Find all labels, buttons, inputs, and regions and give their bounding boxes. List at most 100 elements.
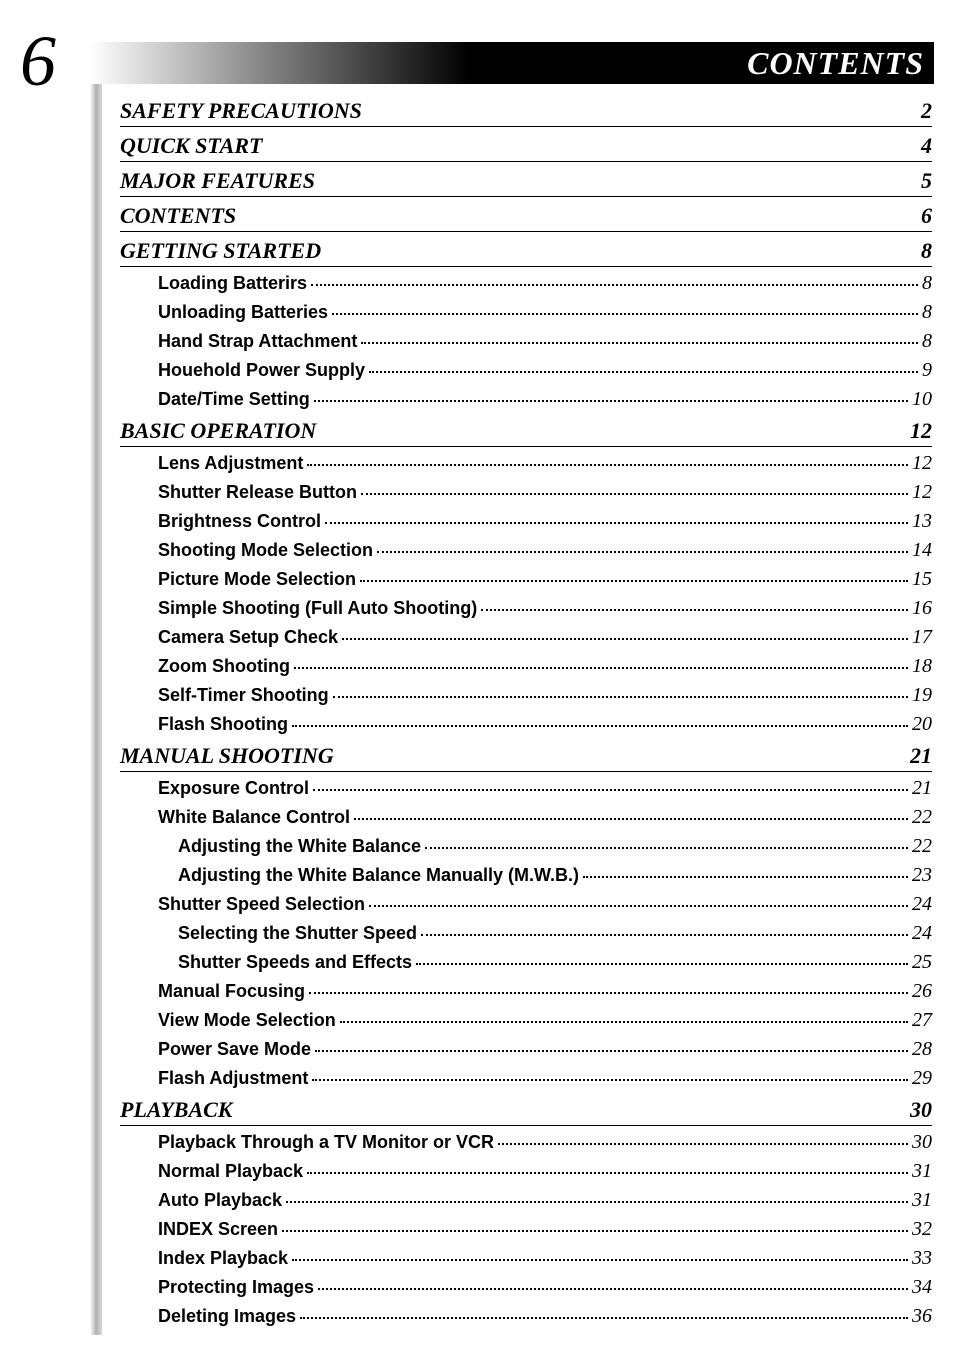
- toc-entry-row: Index Playback 33: [120, 1245, 932, 1271]
- toc-entry-page: 28: [912, 1036, 932, 1062]
- toc-entry-row: Shutter Release Button 12: [120, 479, 932, 505]
- toc-section-title: BASIC OPERATION: [120, 418, 316, 444]
- toc-entry-row: Flash Adjustment29: [120, 1065, 932, 1091]
- toc-section-row: CONTENTS6: [120, 203, 932, 232]
- toc-section-title: CONTENTS: [120, 203, 236, 229]
- toc-entry-title: Protecting Images: [158, 1276, 314, 1299]
- toc-entry-page: 34: [912, 1274, 932, 1300]
- toc-entry-title: Lens Adjustment: [158, 452, 303, 475]
- toc-section-title: MAJOR FEATURES: [120, 168, 315, 194]
- toc-entry-row: Lens Adjustment 12: [120, 450, 932, 476]
- toc-entry-page: 17: [912, 624, 932, 650]
- toc-entry-title: Exposure Control: [158, 777, 309, 800]
- toc-entry-title: Brightness Control: [158, 510, 321, 533]
- toc-entry-page: 14: [912, 537, 932, 563]
- toc-entry-row: Houehold Power Supply9: [120, 357, 932, 383]
- toc-entry-page: 23: [912, 862, 932, 888]
- toc-section-title: PLAYBACK: [120, 1097, 232, 1123]
- toc-dot-leader: [307, 464, 908, 466]
- toc-dot-leader: [416, 963, 908, 965]
- toc-entry-title: Date/Time Setting: [158, 388, 310, 411]
- toc-entry-page: 13: [912, 508, 932, 534]
- toc-section-title: MANUAL SHOOTING: [120, 743, 334, 769]
- toc-dot-leader: [307, 1172, 908, 1174]
- toc-dot-leader: [286, 1201, 908, 1203]
- toc-entry-page: 33: [912, 1245, 932, 1271]
- toc-entry-title: Flash Shooting: [158, 713, 288, 736]
- toc-dot-leader: [332, 313, 918, 315]
- toc-entry-page: 36: [912, 1303, 932, 1329]
- toc-entry-page: 9: [922, 357, 932, 383]
- toc-entry-title: Picture Mode Selection: [158, 568, 356, 591]
- toc-entry-page: 10: [912, 386, 932, 412]
- toc-dot-leader: [315, 1050, 908, 1052]
- toc-entry-row: White Balance Control22: [120, 804, 932, 830]
- toc-entry-page: 18: [912, 653, 932, 679]
- toc-entry-row: Camera Setup Check17: [120, 624, 932, 650]
- toc-dot-leader: [583, 876, 908, 878]
- toc-dot-leader: [342, 638, 908, 640]
- toc-section-row: QUICK START4: [120, 133, 932, 162]
- toc-dot-leader: [314, 400, 908, 402]
- toc-entry-page: 32: [912, 1216, 932, 1242]
- toc-dot-leader: [294, 667, 908, 669]
- toc-entry-row: Flash Shooting20: [120, 711, 932, 737]
- toc-entry-page: 31: [912, 1158, 932, 1184]
- toc-dot-leader: [313, 789, 908, 791]
- toc-section-page: 21: [910, 743, 932, 769]
- toc-entry-title: Manual Focusing: [158, 980, 305, 1003]
- toc-entry-page: 8: [922, 299, 932, 325]
- toc-dot-leader: [309, 992, 908, 994]
- toc-section-page: 30: [910, 1097, 932, 1123]
- toc-entry-row: Playback Through a TV Monitor or VCR30: [120, 1129, 932, 1155]
- toc-entry-page: 15: [912, 566, 932, 592]
- toc-entry-row: INDEX Screen32: [120, 1216, 932, 1242]
- toc-entry-row: Zoom Shooting18: [120, 653, 932, 679]
- toc-dot-leader: [354, 818, 908, 820]
- toc-entry-row: View Mode Selection27: [120, 1007, 932, 1033]
- toc-section-page: 12: [910, 418, 932, 444]
- toc-dot-leader: [498, 1143, 908, 1145]
- toc-entry-title: Shutter Speeds and Effects: [178, 951, 412, 974]
- toc-dot-leader: [311, 284, 918, 286]
- toc-dot-leader: [312, 1079, 908, 1081]
- toc-section-row: BASIC OPERATION 12: [120, 418, 932, 447]
- toc-entry-title: Shutter Speed Selection: [158, 893, 365, 916]
- toc-entry-title: Index Playback: [158, 1247, 288, 1270]
- toc-entry-page: 24: [912, 891, 932, 917]
- toc-entry-row: Simple Shooting (Full Auto Shooting)16: [120, 595, 932, 621]
- toc-dot-leader: [369, 905, 908, 907]
- toc-entry-row: Loading Batterirs8: [120, 270, 932, 296]
- toc-entry-page: 25: [912, 949, 932, 975]
- toc-dot-leader: [421, 934, 908, 936]
- toc-entry-title: Shutter Release Button: [158, 481, 357, 504]
- table-of-contents: SAFETY PRECAUTIONS2QUICK START4MAJOR FEA…: [120, 92, 932, 1329]
- toc-dot-leader: [360, 580, 908, 582]
- toc-dot-leader: [425, 847, 908, 849]
- toc-entry-title: Deleting Images: [158, 1305, 296, 1328]
- side-gradient-strip: [90, 84, 102, 1335]
- toc-dot-leader: [333, 696, 908, 698]
- toc-entry-row: Unloading Batteries8: [120, 299, 932, 325]
- toc-entry-page: 22: [912, 833, 932, 859]
- toc-entry-page: 12: [912, 479, 932, 505]
- toc-dot-leader: [282, 1230, 908, 1232]
- toc-dot-leader: [292, 725, 908, 727]
- toc-entry-row: Brightness Control 13: [120, 508, 932, 534]
- toc-section-row: MANUAL SHOOTING 21: [120, 743, 932, 772]
- toc-entry-row: Protecting Images 34: [120, 1274, 932, 1300]
- toc-entry-page: 8: [922, 328, 932, 354]
- toc-entry-row: Auto Playback31: [120, 1187, 932, 1213]
- toc-dot-leader: [377, 551, 908, 553]
- toc-entry-page: 19: [912, 682, 932, 708]
- toc-dot-leader: [325, 522, 908, 524]
- toc-entry-row: Adjusting the White Balance Manually (M.…: [120, 862, 932, 888]
- toc-entry-page: 12: [912, 450, 932, 476]
- toc-entry-row: Self-Timer Shooting19: [120, 682, 932, 708]
- toc-entry-page: 16: [912, 595, 932, 621]
- header-title: CONTENTS: [747, 45, 924, 82]
- toc-entry-page: 27: [912, 1007, 932, 1033]
- toc-entry-row: Selecting the Shutter Speed24: [120, 920, 932, 946]
- toc-entry-row: Picture Mode Selection 15: [120, 566, 932, 592]
- toc-dot-leader: [318, 1288, 908, 1290]
